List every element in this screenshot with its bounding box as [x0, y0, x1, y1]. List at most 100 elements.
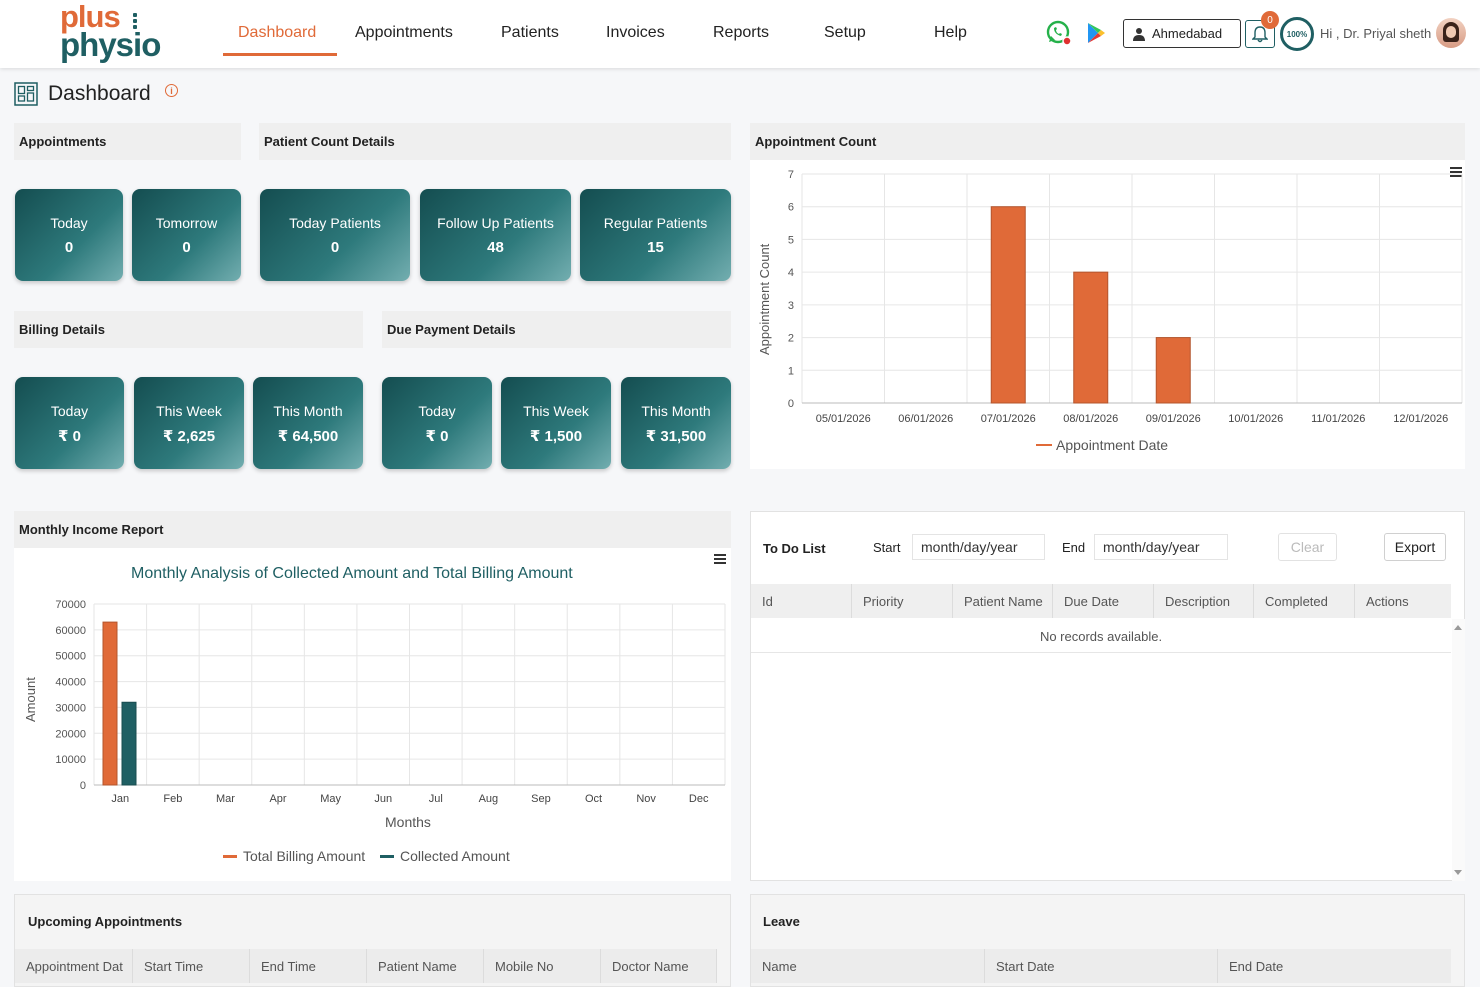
- col-mobile-no[interactable]: Mobile No: [484, 949, 601, 983]
- chart-title: Monthly Analysis of Collected Amount and…: [131, 565, 573, 582]
- card-value: 0: [182, 239, 191, 256]
- col-actions[interactable]: Actions: [1366, 593, 1409, 609]
- x-tick-label: 05/01/2026: [816, 413, 871, 425]
- bar-collected-amount-jan[interactable]: [121, 701, 137, 786]
- card-value: 15: [647, 239, 664, 256]
- notification-count-badge: 0: [1261, 11, 1279, 29]
- leave-panel: Leave Name Start Date End Date: [750, 894, 1465, 987]
- due-today-card[interactable]: Today ₹ 0: [382, 377, 492, 469]
- legend-collected-amount[interactable]: Collected Amount: [400, 848, 510, 864]
- income-chart: Monthly Analysis of Collected Amount and…: [14, 548, 731, 881]
- col-end-time[interactable]: End Time: [250, 949, 367, 983]
- col-priority[interactable]: Priority: [852, 584, 953, 618]
- user-greeting[interactable]: Hi , Dr. Priyal sheth: [1320, 26, 1432, 41]
- legend-appointment-date[interactable]: Appointment Date: [1056, 437, 1169, 453]
- card-label: Follow Up Patients: [437, 215, 554, 231]
- follow-up-patients-card[interactable]: Follow Up Patients 48: [420, 189, 571, 281]
- card-value: ₹ 2,625: [162, 428, 216, 445]
- card-label: Tomorrow: [155, 215, 218, 231]
- x-axis-label: Months: [385, 814, 431, 830]
- brand-dots-icon: [133, 13, 139, 33]
- location-selector[interactable]: Ahmedabad: [1123, 19, 1241, 48]
- nav-reports[interactable]: Reports: [713, 24, 770, 41]
- regular-patients-card[interactable]: Regular Patients 15: [580, 189, 731, 281]
- bar-total-billing-amount-jan[interactable]: [102, 621, 118, 786]
- top-navbar: plus physio Dashboard Appointments Patie…: [0, 0, 1480, 68]
- avatar[interactable]: [1436, 18, 1466, 48]
- col-due-date[interactable]: Due Date: [1053, 584, 1154, 618]
- col-doctor-name[interactable]: Doctor Name: [601, 949, 717, 983]
- card-value: 0: [330, 239, 340, 256]
- x-tick-label: Oct: [585, 793, 602, 805]
- nav-appointments[interactable]: Appointments: [355, 24, 453, 41]
- card-label: Today: [50, 403, 89, 419]
- y-tick-label: 1: [788, 365, 794, 377]
- x-tick-label: May: [320, 793, 341, 805]
- chart-menu-icon[interactable]: [1450, 167, 1462, 177]
- card-label: Today Patients: [289, 215, 381, 231]
- today-patients-card[interactable]: Today Patients 0: [260, 189, 410, 281]
- legend-total-billing[interactable]: Total Billing Amount: [243, 848, 366, 864]
- todo-scrollbar[interactable]: [1452, 619, 1465, 881]
- y-tick-label: 5: [788, 234, 794, 246]
- export-button[interactable]: Export: [1384, 533, 1446, 561]
- billing-this-month-card[interactable]: This Month ₹ 64,500: [253, 377, 363, 469]
- whatsapp-icon[interactable]: [1046, 20, 1072, 46]
- brand-line-2: physio: [60, 26, 161, 63]
- col-end-date[interactable]: End Date: [1229, 958, 1284, 974]
- todo-table-header: Id Priority Patient Name Due Date Descri…: [751, 584, 1451, 618]
- start-date-input[interactable]: month/day/year: [912, 534, 1045, 560]
- col-name[interactable]: Name: [751, 949, 985, 983]
- col-description[interactable]: Description: [1154, 584, 1254, 618]
- nav-patients[interactable]: Patients: [501, 24, 559, 41]
- profile-progress-ring[interactable]: 100%: [1280, 17, 1314, 51]
- bar-appointment-date-09-01-2026[interactable]: [1155, 337, 1191, 404]
- y-tick-label: 0: [788, 398, 794, 410]
- nav-dashboard[interactable]: Dashboard: [238, 24, 317, 41]
- clear-button[interactable]: Clear: [1278, 533, 1337, 561]
- card-value: ₹ 0: [58, 428, 81, 445]
- y-tick-label: 10000: [55, 754, 86, 766]
- x-tick-label: Aug: [479, 793, 499, 805]
- play-store-icon[interactable]: [1086, 22, 1106, 44]
- scroll-down-icon[interactable]: [1453, 869, 1463, 877]
- x-tick-label: 11/01/2026: [1311, 413, 1365, 425]
- col-appointment-date[interactable]: Appointment Dat: [15, 949, 133, 983]
- user-icon: [1133, 27, 1145, 41]
- col-start-date[interactable]: Start Date: [985, 949, 1218, 983]
- billing-this-week-card[interactable]: This Week ₹ 2,625: [134, 377, 244, 469]
- col-completed[interactable]: Completed: [1254, 584, 1355, 618]
- appointments-tomorrow-card[interactable]: Tomorrow 0: [132, 189, 241, 281]
- appointment-count-plot: 0 1 2 3 4 5 6 7 05/01/2026 06/01/2026 07/01/2026 08…: [788, 169, 1463, 425]
- card-value: 0: [64, 239, 74, 256]
- income-report-section-title: Monthly Income Report: [14, 511, 731, 548]
- info-icon[interactable]: i: [165, 84, 178, 97]
- due-this-week-card[interactable]: This Week ₹ 1,500: [501, 377, 611, 469]
- end-date-input[interactable]: month/day/year: [1094, 534, 1228, 560]
- chart-menu-icon[interactable]: [714, 554, 726, 564]
- billing-today-card[interactable]: Today ₹ 0: [15, 377, 124, 469]
- bar-appointment-date-08-01-2026[interactable]: [1073, 271, 1109, 404]
- x-tick-label: 08/01/2026: [1063, 413, 1118, 425]
- col-patient-name[interactable]: Patient Name: [367, 949, 484, 983]
- appointments-today-card[interactable]: Today 0: [15, 189, 123, 281]
- bar-appointment-date-07-01-2026[interactable]: [990, 206, 1026, 404]
- y-tick-label: 50000: [55, 651, 86, 663]
- nav-help[interactable]: Help: [934, 24, 967, 41]
- x-tick-label: Jun: [374, 793, 392, 805]
- brand-logo[interactable]: plus physio: [60, 1, 161, 63]
- col-patient-name[interactable]: Patient Name: [953, 584, 1053, 618]
- x-tick-label: Nov: [636, 793, 656, 805]
- x-tick-label: Apr: [269, 793, 286, 805]
- col-id[interactable]: Id: [751, 584, 852, 618]
- nav-setup[interactable]: Setup: [824, 24, 866, 41]
- scroll-up-icon[interactable]: [1453, 623, 1463, 631]
- page-header: Dashboard: [14, 82, 151, 106]
- x-tick-label: 12/01/2026: [1393, 413, 1448, 425]
- due-this-month-card[interactable]: This Month ₹ 31,500: [621, 377, 731, 469]
- notifications-button[interactable]: [1245, 20, 1275, 48]
- y-tick-label: 7: [788, 169, 794, 181]
- location-label: Ahmedabad: [1152, 26, 1223, 41]
- nav-invoices[interactable]: Invoices: [606, 24, 665, 41]
- col-start-time[interactable]: Start Time: [133, 949, 250, 983]
